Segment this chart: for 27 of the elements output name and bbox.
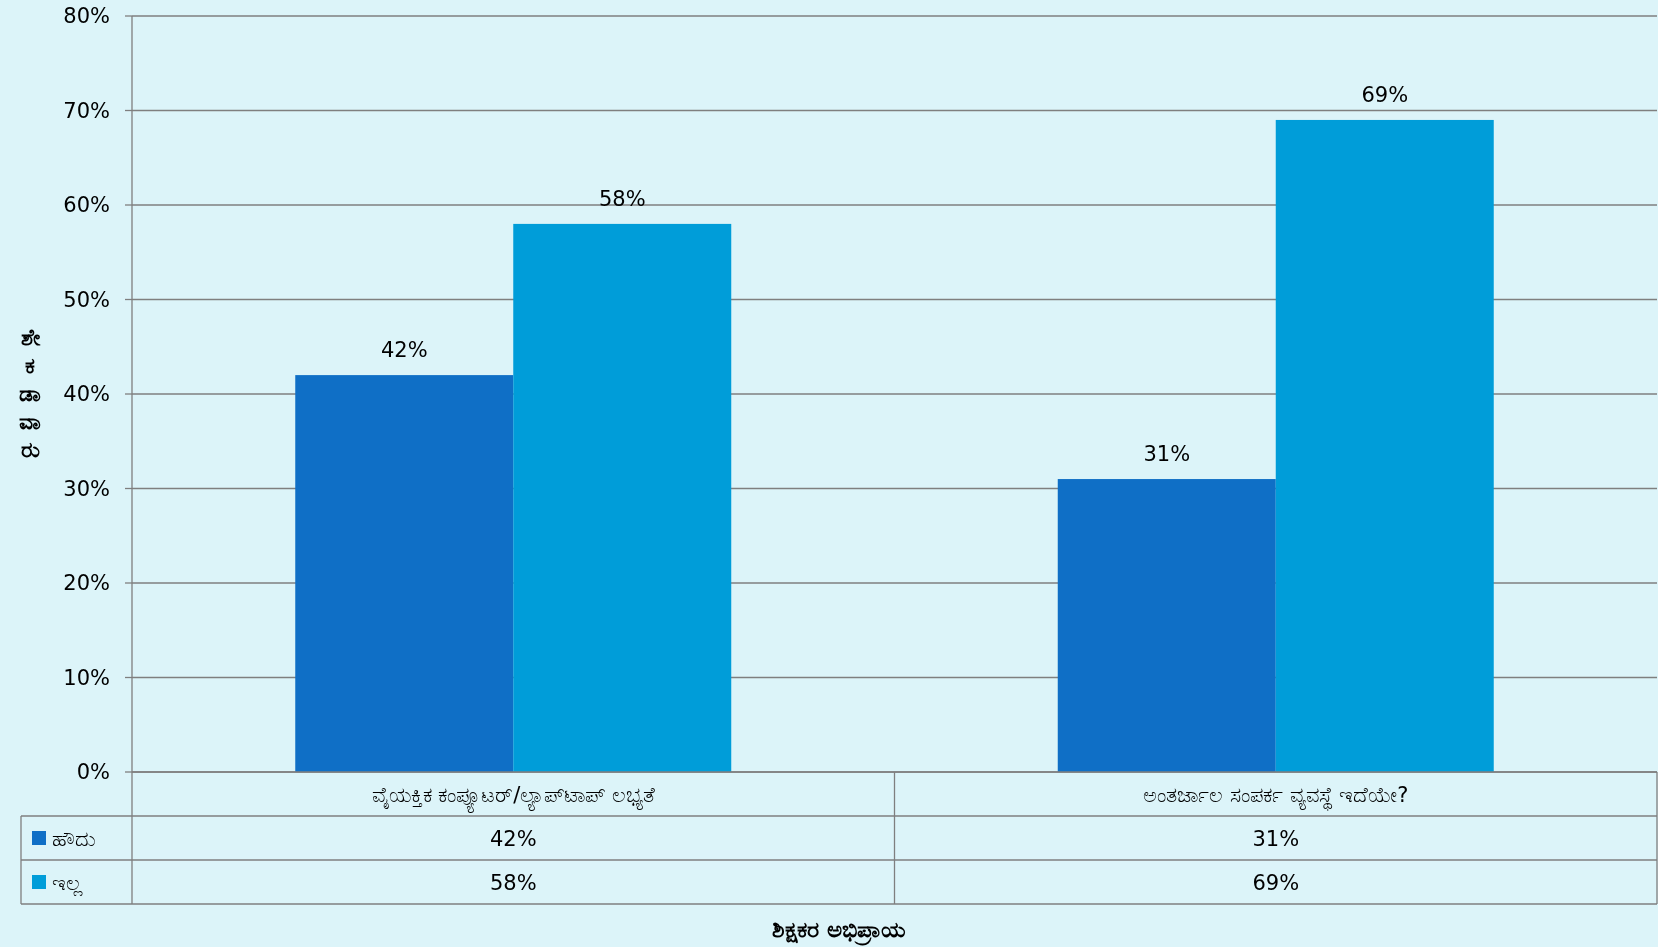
data-label: 31%: [1252, 827, 1300, 851]
y-tick-label: 30%: [63, 476, 110, 501]
x-tick-label: ವೈಯಕ್ತಿಕ ಕಂಪ್ಯೂಟರ್/ಲ್ಯಾಪ್‌ಟಾಪ್ ಲಭ್ಯತೆ: [371, 783, 655, 813]
text: 69%: [1361, 82, 1409, 107]
legend-label: ಇಲ್ಲ: [52, 871, 83, 896]
y-tick-label: 10%: [63, 665, 110, 690]
bar: [513, 223, 732, 772]
bar: [295, 375, 514, 772]
text: 58%: [598, 186, 646, 211]
text: 42%: [380, 338, 428, 363]
data-label: 58%: [489, 871, 537, 895]
y-tick-label: 60%: [63, 193, 110, 217]
y-tick-label: 50%: [63, 287, 110, 312]
legend-label: ಹೌದು: [52, 827, 96, 851]
data-label: 42%: [489, 827, 537, 851]
y-axis-title: ಶೇಕಡಾವಾರು: [19, 325, 41, 462]
y-tick-label: 40%: [63, 382, 110, 406]
y-tick-label: 20%: [63, 571, 110, 595]
bar: [1275, 119, 1494, 772]
y-tick-label: 70%: [63, 98, 110, 123]
text: 31%: [1143, 442, 1191, 467]
x-tick-label: ಅಂತರ್ಜಾಲ ಸಂಪರ್ಕ ವ್ಯವಸ್ಥೆ ಇದೆಯೇ?: [1143, 783, 1409, 811]
data-label: 69%: [1252, 871, 1300, 895]
x-axis-title: ಶಿಕ್ಷಕರ ಅಭಿಪ್ರಾಯ: [771, 916, 907, 946]
y-tick-label: 80%: [63, 4, 110, 28]
y-tick-label: 0%: [76, 760, 110, 784]
bar: [1057, 479, 1276, 772]
